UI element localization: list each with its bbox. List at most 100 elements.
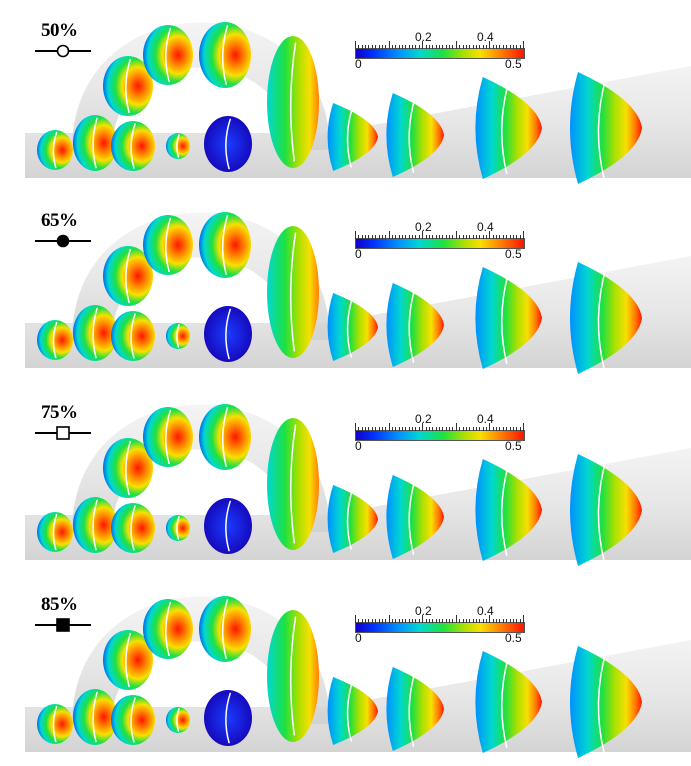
- droplet: [204, 306, 252, 362]
- droplet: [111, 311, 155, 361]
- colorbar-gradient: [355, 622, 525, 633]
- colorbar-tick-label: 0.4: [477, 220, 494, 234]
- droplet: [143, 215, 193, 275]
- droplet: [327, 677, 378, 745]
- droplet: [111, 695, 155, 745]
- droplet: [327, 485, 378, 553]
- droplet: [111, 503, 155, 553]
- droplet: [327, 103, 378, 171]
- colorbar-gradient: [355, 430, 525, 441]
- droplet: [166, 323, 190, 349]
- arch-channel: [72, 212, 330, 340]
- colorbar-tick-label: 0: [355, 439, 362, 453]
- colorbar-tick-label: 0: [355, 247, 362, 261]
- filled-square-marker-icon: [35, 618, 91, 632]
- droplet: [570, 262, 642, 374]
- colorbar-ticks: [355, 41, 525, 49]
- flow-diagram: [25, 596, 691, 758]
- droplet: [37, 320, 73, 360]
- droplet: [386, 475, 444, 559]
- droplet: [475, 267, 542, 369]
- panel-1: 50% 0.2 0.4 0 0.5: [0, 0, 691, 190]
- panel-label: 85%: [41, 594, 78, 615]
- droplet: [199, 404, 251, 470]
- colorbar-ticks: [355, 423, 525, 431]
- droplet: [475, 77, 542, 179]
- colorbar: 0.2 0.4 0 0.5: [355, 30, 525, 71]
- droplet: [73, 497, 117, 553]
- filled-circle-marker-icon: [35, 234, 91, 248]
- colorbar: 0.2 0.4 0 0.5: [355, 604, 525, 645]
- open-circle-marker-icon: [35, 44, 91, 58]
- colorbar-tick-label: 0: [355, 57, 362, 71]
- colorbar-tick-label: 0.5: [505, 439, 522, 453]
- colorbar-tick-label: 0.2: [415, 220, 432, 234]
- droplet: [166, 133, 190, 159]
- droplet: [199, 596, 251, 662]
- droplet: [267, 418, 319, 550]
- colorbar-tick-label: 0.2: [415, 30, 432, 44]
- droplet: [143, 407, 193, 467]
- flow-diagram: [25, 22, 691, 184]
- colorbar: 0.2 0.4 0 0.5: [355, 220, 525, 261]
- droplet: [267, 226, 319, 358]
- panel-label: 50%: [41, 20, 78, 41]
- colorbar-ticks: [355, 231, 525, 239]
- droplet: [166, 707, 190, 733]
- colorbar-tick-label: 0.4: [477, 30, 494, 44]
- panel-label: 65%: [41, 210, 78, 231]
- panel-4: 85% 0.2 0.4 0 0.5: [0, 574, 691, 764]
- droplet: [204, 498, 252, 554]
- droplet: [570, 72, 642, 184]
- droplet: [37, 130, 73, 170]
- colorbar-gradient: [355, 238, 525, 249]
- arch-channel: [72, 22, 330, 150]
- colorbar-tick-label: 0.2: [415, 604, 432, 618]
- colorbar-tick-label: 0.5: [505, 247, 522, 261]
- droplet: [73, 689, 117, 745]
- droplet: [143, 25, 193, 85]
- colorbar-tick-label: 0.5: [505, 57, 522, 71]
- colorbar-tick-label: 0: [355, 631, 362, 645]
- droplet: [327, 293, 378, 361]
- arch-channel: [72, 404, 330, 532]
- droplet: [475, 459, 542, 561]
- flow-diagram: [25, 404, 691, 566]
- flow-diagram: [25, 212, 691, 374]
- droplet: [204, 116, 252, 172]
- droplet: [570, 646, 642, 758]
- colorbar: 0.2 0.4 0 0.5: [355, 412, 525, 453]
- droplet: [103, 438, 153, 498]
- droplet: [386, 93, 444, 177]
- droplet: [73, 305, 117, 361]
- colorbar-tick-label: 0.5: [505, 631, 522, 645]
- droplet: [199, 22, 251, 88]
- droplet: [267, 36, 319, 168]
- open-square-marker-icon: [35, 426, 91, 440]
- droplet: [267, 610, 319, 742]
- panel-label: 75%: [41, 402, 78, 423]
- droplet: [475, 651, 542, 753]
- droplet: [37, 512, 73, 552]
- colorbar-tick-label: 0.4: [477, 412, 494, 426]
- droplet: [166, 515, 190, 541]
- droplet: [37, 704, 73, 744]
- droplet: [103, 630, 153, 690]
- droplet: [111, 121, 155, 171]
- droplet: [103, 56, 153, 116]
- droplet: [143, 599, 193, 659]
- panel-2: 65% 0.2 0.4 0 0.5: [0, 190, 691, 380]
- droplet: [103, 246, 153, 306]
- droplet: [199, 212, 251, 278]
- colorbar-gradient: [355, 48, 525, 59]
- panel-3: 75% 0.2 0.4 0 0.5: [0, 382, 691, 572]
- colorbar-ticks: [355, 615, 525, 623]
- colorbar-tick-label: 0.2: [415, 412, 432, 426]
- droplet: [204, 690, 252, 746]
- arch-channel: [72, 596, 330, 724]
- droplet: [570, 454, 642, 566]
- droplet: [386, 283, 444, 367]
- colorbar-tick-label: 0.4: [477, 604, 494, 618]
- droplet: [73, 115, 117, 171]
